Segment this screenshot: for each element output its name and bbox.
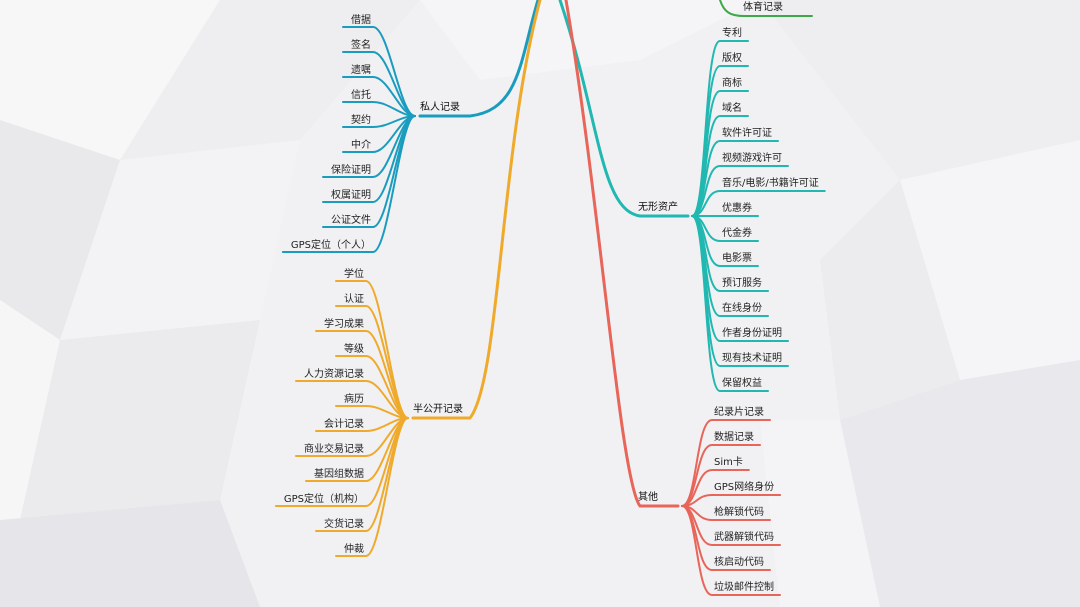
intangible-item: 作者身份证明 <box>722 328 782 339</box>
semi-item: 学习成果 <box>324 319 364 330</box>
intangible-edge <box>691 215 769 392</box>
intangible-item: 视频游戏许可 <box>722 153 782 164</box>
trunk-intangible <box>558 0 690 218</box>
intangible-item: 预订服务 <box>722 278 762 289</box>
intangible-item: 在线身份 <box>722 303 762 314</box>
private-item: 保险证明 <box>331 165 371 176</box>
branch-label-private: 私人记录 <box>420 102 460 113</box>
semi-edge <box>335 417 409 557</box>
other-item: 纪录片记录 <box>714 407 764 418</box>
private-edge <box>342 51 416 117</box>
trunk-private <box>418 0 540 118</box>
semi-item: 认证 <box>344 294 364 305</box>
semi-item: 学位 <box>344 269 364 280</box>
semi-item: 交货记录 <box>324 519 364 530</box>
top-item-edge <box>719 0 813 17</box>
private-item: 权属证明 <box>331 190 371 201</box>
semi-item: 等级 <box>344 344 364 355</box>
trunk-other <box>564 0 680 508</box>
other-item: 武器解锁代码 <box>714 532 774 543</box>
other-edge <box>681 505 781 596</box>
other-item: 枪解锁代码 <box>714 507 764 518</box>
other-item: Sim卡 <box>714 457 743 468</box>
other-edge <box>681 494 782 507</box>
other-item: GPS网络身份 <box>714 482 775 493</box>
intangible-item: 优惠券 <box>722 203 752 214</box>
other-item: 核启动代码 <box>714 557 764 568</box>
private-item: 中介 <box>351 140 371 151</box>
intangible-item: 保留权益 <box>722 378 762 389</box>
semi-item: 人力资源记录 <box>304 369 364 380</box>
private-item: 信托 <box>351 90 371 101</box>
intangible-item: 现有技术证明 <box>722 353 782 364</box>
intangible-item: 音乐/电影/书籍许可证 <box>722 178 819 189</box>
private-item: 公证文件 <box>331 215 371 226</box>
branch-label-other: 其他 <box>638 492 658 503</box>
branch-label-intangible: 无形资产 <box>638 202 678 213</box>
semi-item: 商业交易记录 <box>304 444 364 455</box>
semi-edge <box>335 355 409 419</box>
private-item: GPS定位（个人） <box>290 240 371 251</box>
semi-item: 基因组数据 <box>314 469 364 480</box>
intangible-item: 电影票 <box>722 253 752 264</box>
intangible-item: 代金券 <box>722 228 752 239</box>
private-item: 借据 <box>351 15 371 26</box>
semi-item: 病历 <box>344 394 364 405</box>
intangible-item: 版权 <box>722 53 742 64</box>
intangible-item: 专利 <box>722 28 742 39</box>
private-item: 遗嘱 <box>351 65 371 76</box>
private-item: 签名 <box>351 40 371 51</box>
intangible-edge <box>691 190 826 217</box>
other-item: 数据记录 <box>714 432 754 443</box>
other-item: 垃圾邮件控制 <box>714 582 774 593</box>
intangible-item: 商标 <box>722 78 742 89</box>
intangible-item: 域名 <box>722 103 742 114</box>
semi-item: 仲裁 <box>344 544 364 555</box>
branch-label-semi: 半公开记录 <box>413 404 463 415</box>
top-item-label: 体育记录 <box>743 2 783 13</box>
intangible-item: 软件许可证 <box>722 128 772 139</box>
semi-item: 会计记录 <box>324 419 364 430</box>
trunk-semi <box>411 0 542 420</box>
private-edge <box>281 115 416 253</box>
private-item: 契约 <box>351 115 371 126</box>
semi-item: GPS定位（机构） <box>283 494 364 505</box>
